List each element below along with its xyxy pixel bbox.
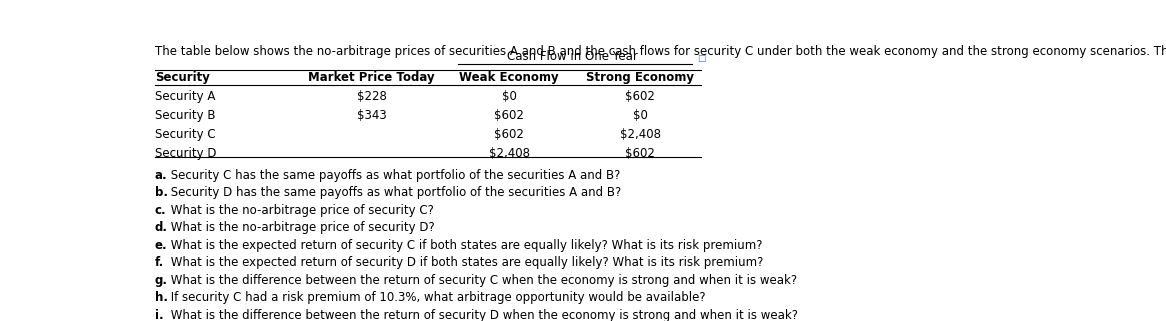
Text: $228: $228	[357, 90, 387, 103]
Text: d.: d.	[155, 221, 168, 234]
Text: $0: $0	[633, 109, 647, 122]
Text: Security B: Security B	[155, 109, 216, 122]
Text: $602: $602	[494, 109, 524, 122]
Text: $602: $602	[494, 128, 524, 141]
Text: e.: e.	[155, 239, 168, 252]
Text: Security C has the same payoffs as what portfolio of the securities A and B?: Security C has the same payoffs as what …	[167, 169, 620, 182]
Text: Security C: Security C	[155, 128, 216, 141]
Text: h.: h.	[155, 291, 168, 304]
Text: i.: i.	[155, 309, 163, 321]
Text: Market Price Today: Market Price Today	[308, 71, 435, 84]
Text: g.: g.	[155, 274, 168, 287]
Text: What is the no-arbitrage price of security C?: What is the no-arbitrage price of securi…	[167, 204, 434, 217]
Text: $2,408: $2,408	[619, 128, 661, 141]
Text: $602: $602	[625, 90, 655, 103]
Text: □: □	[697, 54, 705, 63]
Text: Strong Economy: Strong Economy	[586, 71, 694, 84]
Text: The table below shows the no-arbitrage prices of securities A and B and the cash: The table below shows the no-arbitrage p…	[155, 45, 1166, 58]
Text: b.: b.	[155, 186, 168, 199]
Text: $602: $602	[625, 147, 655, 160]
Text: $2,408: $2,408	[489, 147, 529, 160]
Text: $343: $343	[357, 109, 387, 122]
Text: c.: c.	[155, 204, 167, 217]
Text: What is the difference between the return of security D when the economy is stro: What is the difference between the retur…	[167, 309, 798, 321]
Text: If security C had a risk premium of 10.3%, what arbitrage opportunity would be a: If security C had a risk premium of 10.3…	[167, 291, 705, 304]
Text: What is the expected return of security D if both states are equally likely? Wha: What is the expected return of security …	[167, 256, 763, 269]
Text: What is the expected return of security C if both states are equally likely? Wha: What is the expected return of security …	[167, 239, 763, 252]
Text: Cash Flow in One Year: Cash Flow in One Year	[507, 50, 638, 63]
Text: Security: Security	[155, 71, 210, 84]
Text: What is the difference between the return of security C when the economy is stro: What is the difference between the retur…	[167, 274, 796, 287]
Text: Weak Economy: Weak Economy	[459, 71, 559, 84]
Text: f.: f.	[155, 256, 164, 269]
Text: Security A: Security A	[155, 90, 216, 103]
Text: What is the no-arbitrage price of security D?: What is the no-arbitrage price of securi…	[167, 221, 434, 234]
Text: a.: a.	[155, 169, 168, 182]
Text: $0: $0	[501, 90, 517, 103]
Text: Security D has the same payoffs as what portfolio of the securities A and B?: Security D has the same payoffs as what …	[167, 186, 620, 199]
Text: Security D: Security D	[155, 147, 216, 160]
